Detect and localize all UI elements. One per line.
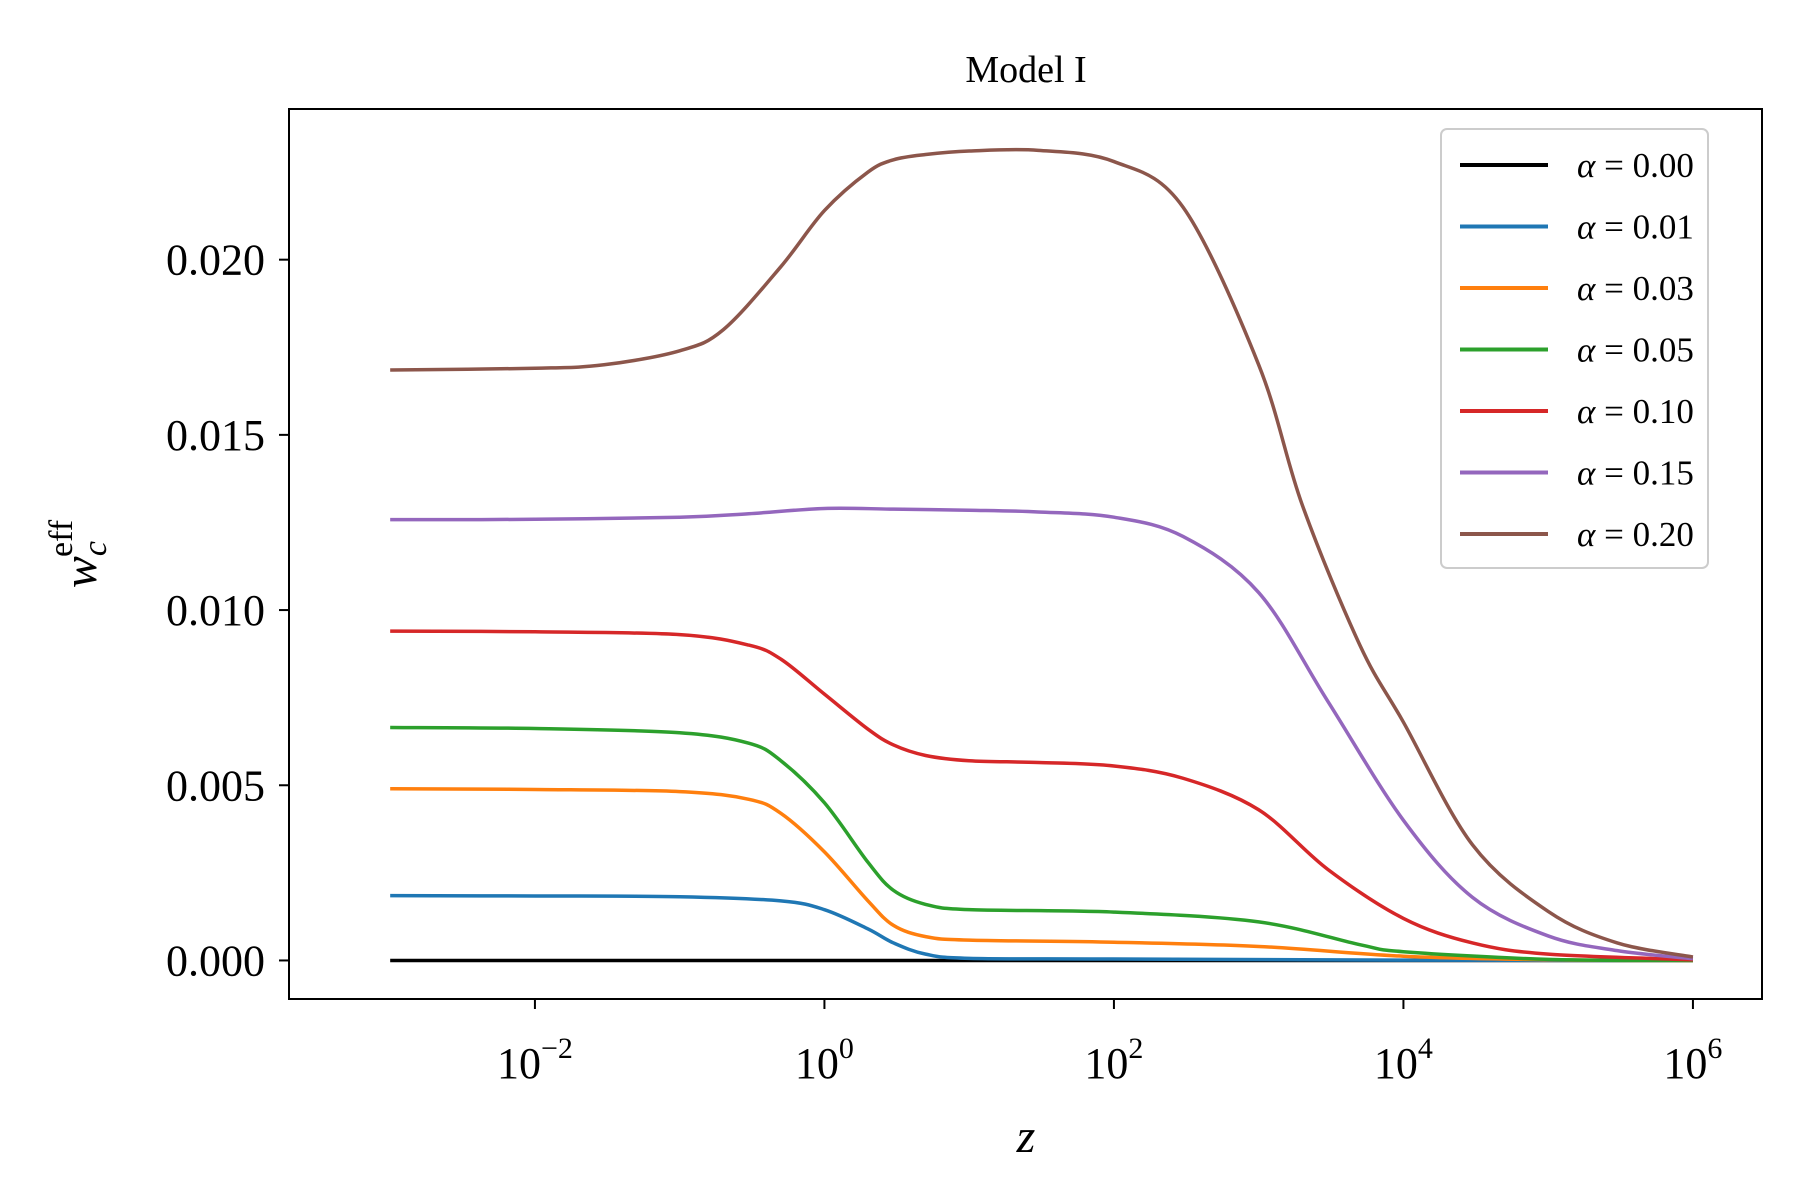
legend-label-2: α = 0.03 (1577, 269, 1694, 308)
y-axis-label: wceff (43, 519, 114, 588)
y-axis-label-sub: c (77, 541, 114, 556)
svg-text:wceff: wceff (43, 519, 114, 588)
series-line-2 (390, 787, 1693, 963)
legend: α = 0.00 α = 0.01 α = 0.03 α = 0.05 α = 0.10… (1440, 128, 1709, 569)
x-tick-label-4: 106 (1663, 1032, 1722, 1088)
y-tick-label-2: 0.010 (166, 586, 265, 635)
legend-label-1: α = 0.01 (1577, 208, 1694, 247)
series-lines (390, 147, 1694, 963)
plot-area (288, 108, 1763, 1000)
x-tick-label-2: 102 (1084, 1032, 1143, 1088)
series-line-3 (390, 725, 1693, 963)
chart-title: Model I (965, 49, 1086, 91)
y-tick-label-3: 0.015 (166, 411, 265, 460)
legend-label-4: α = 0.10 (1577, 392, 1694, 431)
legend-label-0: α = 0.00 (1577, 146, 1694, 185)
y-tick-label-4: 0.020 (166, 236, 265, 285)
x-tick-label-1: 100 (795, 1032, 854, 1088)
y-axis-label-base: w (54, 556, 107, 588)
x-tick-label-0: 10−2 (497, 1032, 573, 1088)
y-axis-label-sup: eff (43, 519, 80, 557)
y-tick-label-1: 0.005 (166, 761, 265, 810)
series-line-6 (390, 147, 1694, 959)
x-axis-label: z (1016, 1110, 1036, 1163)
series-line-1 (390, 893, 1693, 963)
legend-box (1440, 128, 1709, 569)
legend-label-3: α = 0.05 (1577, 331, 1694, 370)
axis-ticks: 10−2 100 102 104 106 0.000 0.005 0.010 0.015 0.02… (166, 236, 1722, 1088)
x-tick-label-3: 104 (1374, 1032, 1433, 1088)
legend-label-5: α = 0.15 (1577, 454, 1694, 493)
legend-label-6: α = 0.20 (1577, 515, 1694, 554)
series-line-4 (390, 629, 1694, 962)
y-tick-label-0: 0.000 (166, 936, 265, 985)
series-line-5 (390, 506, 1694, 961)
